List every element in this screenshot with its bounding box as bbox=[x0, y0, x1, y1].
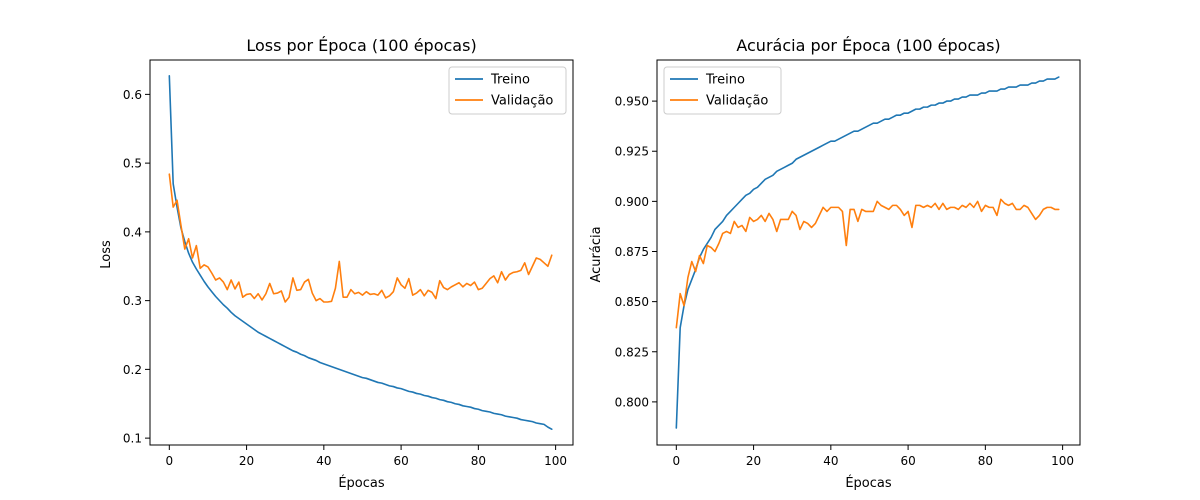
accuracy-y-tick-label: 0.850 bbox=[615, 295, 649, 309]
loss-x-tick-label: 100 bbox=[544, 454, 567, 468]
accuracy-legend-treino-label: Treino bbox=[705, 73, 745, 88]
loss-x-tick-label: 40 bbox=[316, 454, 331, 468]
loss-legend-validacao-label: Validação bbox=[491, 94, 553, 109]
loss-axes-frame bbox=[149, 59, 574, 446]
loss-y-tick-label: 0.6 bbox=[123, 88, 142, 102]
accuracy-axes-frame bbox=[656, 59, 1081, 446]
accuracy-x-tick-label: 20 bbox=[746, 454, 761, 468]
accuracy-x-tick-label: 40 bbox=[823, 454, 838, 468]
accuracy-x-tick-label: 0 bbox=[672, 454, 680, 468]
accuracy-plot-area bbox=[675, 76, 1060, 429]
accuracy-x-tick-label: 80 bbox=[978, 454, 993, 468]
loss-y-axis-label: Loss bbox=[99, 240, 114, 269]
accuracy-y-tick-label: 0.950 bbox=[615, 95, 649, 109]
accuracy-legend: Treino Validação bbox=[663, 66, 782, 115]
loss-y-tick-label: 0.2 bbox=[123, 363, 142, 377]
loss-x-tick-label: 0 bbox=[165, 454, 173, 468]
accuracy-chart: Acurácia por Época (100 épocas) Épocas A… bbox=[589, 36, 1081, 491]
accuracy-y-tick-label: 0.925 bbox=[615, 145, 649, 159]
accuracy-x-tick-label: 100 bbox=[1051, 454, 1074, 468]
accuracy-y-axis-label: Acurácia bbox=[589, 226, 604, 282]
accuracy-y-tick-label: 0.825 bbox=[615, 345, 649, 359]
loss-x-tick-label: 80 bbox=[471, 454, 486, 468]
accuracy-legend-validacao-label: Validação bbox=[706, 94, 768, 109]
accuracy-y-tick-label: 0.800 bbox=[615, 395, 649, 409]
loss-legend-treino-label: Treino bbox=[490, 73, 530, 88]
loss-x-tick-label: 60 bbox=[393, 454, 408, 468]
loss-chart: Loss por Época (100 épocas) Épocas Loss … bbox=[99, 36, 574, 491]
loss-chart-title: Loss por Época (100 épocas) bbox=[246, 36, 476, 55]
loss-legend: Treino Validação bbox=[448, 66, 567, 115]
loss-x-tick-label: 20 bbox=[239, 454, 254, 468]
loss-y-tick-label: 0.4 bbox=[123, 225, 142, 239]
accuracy-y-tick-label: 0.875 bbox=[615, 245, 649, 259]
accuracy-series-treino-line bbox=[675, 76, 1060, 429]
accuracy-chart-title: Acurácia por Época (100 épocas) bbox=[736, 36, 1000, 55]
loss-series-treino-line bbox=[168, 75, 553, 430]
loss-y-tick-label: 0.1 bbox=[123, 432, 142, 446]
accuracy-x-axis-label: Épocas bbox=[845, 475, 892, 491]
loss-plot-area bbox=[168, 75, 553, 430]
accuracy-series-validacao-line bbox=[675, 198, 1060, 329]
loss-y-tick-label: 0.5 bbox=[123, 157, 142, 171]
loss-y-tick-label: 0.3 bbox=[123, 294, 142, 308]
accuracy-y-tick-label: 0.900 bbox=[615, 195, 649, 209]
accuracy-x-tick-label: 60 bbox=[900, 454, 915, 468]
loss-series-validacao-line bbox=[168, 173, 553, 303]
loss-x-axis-label: Épocas bbox=[338, 475, 385, 491]
